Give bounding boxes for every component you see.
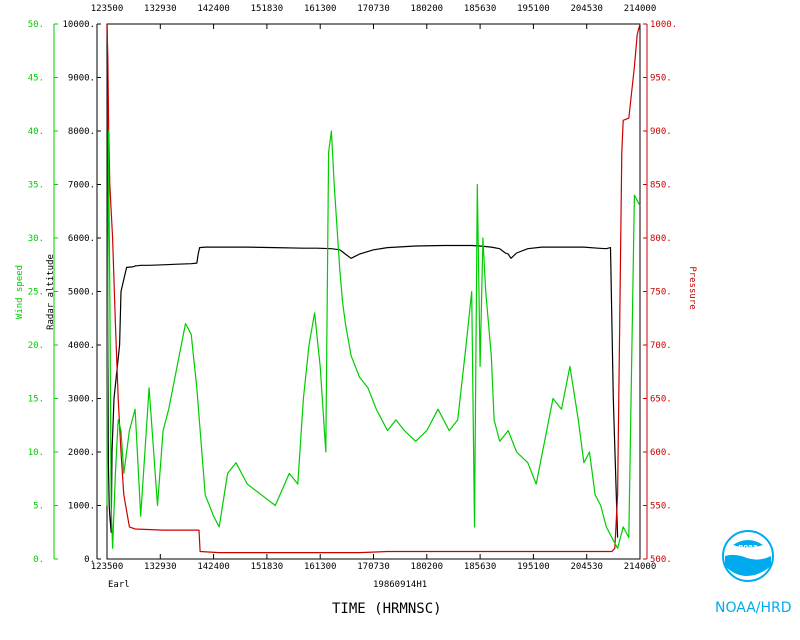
altitude-axis-tick-label: 9000. [68,74,95,84]
wind-axis-tick-label: 30. [28,234,44,244]
x-tick-label-top: 214000 [624,4,657,14]
x-tick-label-top: 180200 [411,4,444,14]
tick-marks: 123500 123500 132930 132930 142400 142400 1518… [28,4,677,572]
pressure-axis-tick-label: 650. [650,395,672,405]
x-tick-label-bottom: 123500 [91,562,124,572]
pressure-axis-tick-label: 600. [650,448,672,458]
pressure-axis-tick-label: 850. [650,181,672,191]
x-tick-label-top: 161300 [304,4,337,14]
pressure-axis-label: Pressure [687,266,697,309]
wind-axis-tick-label: 45. [28,74,44,84]
x-tick-label-bottom: 170730 [357,562,390,572]
noaa-hrd-label: NOAA/HRD [715,600,792,616]
plot-frame [106,23,641,560]
x-axis-title: TIME (HRMNSC) [332,601,442,617]
wind-axis-tick-label: 35. [28,181,44,191]
noaa-logo: noaa [722,530,774,582]
x-tick-label-bottom: 180200 [411,562,444,572]
wind-axis-tick-label: 50. [28,20,44,30]
x-tick-label-top: 132930 [144,4,177,14]
pressure-axis-tick-label: 700. [650,341,672,351]
wind-axis-tick-label: 15. [28,395,44,405]
altitude-axis-tick-label: 7000. [68,181,95,191]
x-tick-label-bottom: 151830 [251,562,284,572]
pressure-axis-tick-label: 550. [650,502,672,512]
x-tick-label-bottom: 132930 [144,562,177,572]
pressure-axis-tick-label: 750. [650,288,672,298]
series-wind-speed [106,130,641,549]
altitude-axis-tick-label: 3000. [68,395,95,405]
altitude-axis-tick-label: 8000. [68,127,95,137]
x-tick-label-top: 142400 [197,4,230,14]
altitude-axis-tick-label: 10000. [62,20,95,30]
pressure-axis-tick-label: 800. [650,234,672,244]
x-tick-label-bottom: 214000 [624,562,657,572]
altitude-axis-tick-label: 6000. [68,234,95,244]
x-tick-label-bottom: 161300 [304,562,337,572]
wind-axis-tick-label: 25. [28,288,44,298]
x-tick-label-bottom: 195100 [517,562,550,572]
flight-id: 19860914H1 [373,580,427,590]
altitude-axis-tick-label: 0. [84,555,95,565]
altitude-axis-tick-label: 2000. [68,448,95,458]
wind-axis-tick-label: 20. [28,341,44,351]
wind-axis-tick-label: 5. [33,502,44,512]
pressure-axis-tick-label: 900. [650,127,672,137]
wind-axis-tick-label: 10. [28,448,44,458]
x-tick-label-bottom: 142400 [197,562,230,572]
wind-axis-tick-label: 0. [33,555,44,565]
storm-name: Earl [108,580,130,590]
wind-axis-label: Wind speed [15,265,25,319]
x-tick-label-top: 204530 [570,4,603,14]
x-tick-label-top: 123500 [91,4,124,14]
x-tick-label-bottom: 204530 [570,562,603,572]
series-radar-altitude [106,23,619,538]
wind-axis-tick-label: 40. [28,127,44,137]
altitude-axis-tick-label: 4000. [68,341,95,351]
x-tick-label-top: 195100 [517,4,550,14]
pressure-axis-tick-label: 1000. [650,20,677,30]
pressure-axis-tick-label: 500. [650,555,672,565]
x-tick-label-top: 170730 [357,4,390,14]
x-tick-label-bottom: 185630 [464,562,497,572]
x-tick-label-top: 151830 [251,4,284,14]
x-tick-label-top: 185630 [464,4,497,14]
altitude-axis-tick-label: 5000. [68,288,95,298]
series-layer [106,23,641,554]
altitude-axis-tick-label: 1000. [68,502,95,512]
svg-text:noaa: noaa [738,543,758,551]
series-pressure [106,23,641,554]
pressure-axis-tick-label: 950. [650,74,672,84]
altitude-axis-label: Radar altitude [46,254,56,330]
